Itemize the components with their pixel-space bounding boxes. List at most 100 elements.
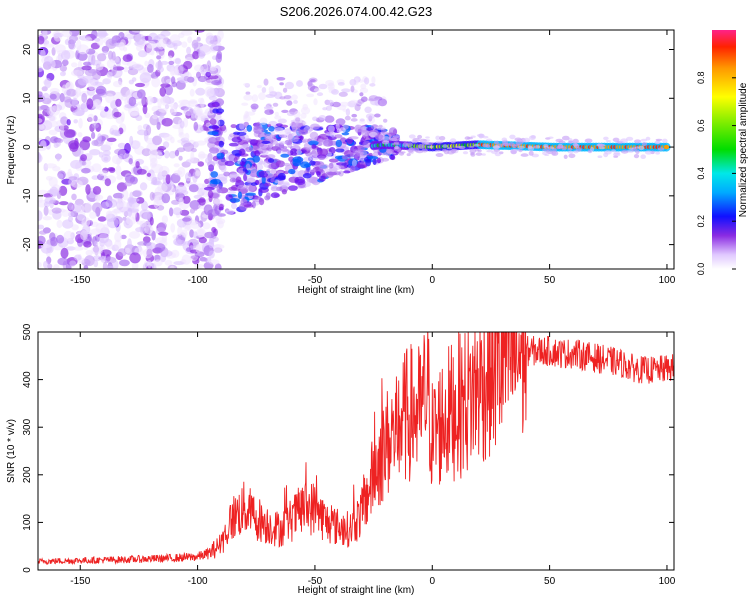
- spectrogram-cell: [128, 231, 141, 239]
- spectrogram-cell: [120, 111, 125, 122]
- spectrogram-cell: [245, 192, 256, 196]
- spectrogram-cell: [194, 170, 201, 177]
- spectrogram-cell: [446, 147, 453, 150]
- spectrogram-cell: [210, 171, 219, 178]
- spectrogram-cell: [408, 134, 416, 139]
- spectrogram-cell: [116, 202, 125, 208]
- spectrogram-cell: [309, 153, 320, 161]
- snr-x-tick-label: -100: [188, 576, 208, 587]
- spectrogram-cell: [126, 216, 137, 225]
- spectrogram-cell: [520, 153, 529, 157]
- spectrogram-cell: [48, 105, 61, 116]
- spectrogram-cell: [154, 243, 166, 252]
- spectrogram-cell: [279, 82, 284, 86]
- spectrogram-cell: [80, 154, 87, 162]
- spectrogram-cell: [389, 137, 398, 142]
- spectrogram-cell: [92, 186, 102, 195]
- spectrogram-cell: [402, 142, 408, 148]
- spectrogram-cell: [127, 238, 132, 250]
- spectrogram-cell: [116, 60, 121, 67]
- spectrogram-cell: [572, 138, 579, 144]
- spectrogram-cell: [390, 155, 396, 161]
- spectrogram-cell: [252, 155, 260, 163]
- spectrogram-cell: [213, 199, 223, 204]
- spectrogram-cell: [350, 99, 358, 104]
- spectrogram-cell: [137, 129, 148, 136]
- snr-y-tick-label: 0: [22, 567, 33, 573]
- spectrogram-cell: [243, 204, 254, 208]
- colorbar: 0.0 0.2 0.4 0.6 0.8 Normalized spectral ampl…: [696, 30, 749, 275]
- spectrogram-cell: [210, 44, 219, 52]
- colorbar-tick-label: 0.8: [696, 72, 706, 85]
- spectrogram-y-tick-label: 20: [22, 44, 33, 56]
- spectrogram-cell: [381, 140, 390, 145]
- snr-y-tick-label: 500: [22, 323, 33, 340]
- spectrogram-y-label: Frequency (Hz): [6, 116, 17, 185]
- spectrogram-cell: [145, 242, 157, 250]
- spectrogram-cell: [567, 148, 573, 151]
- spectrogram-cell: [218, 140, 224, 148]
- spectrogram-cell: [102, 261, 108, 269]
- snr-y-tick-label: 400: [22, 371, 33, 388]
- spectrogram-cell: [161, 193, 171, 204]
- spectrogram-cell: [348, 136, 359, 140]
- colorbar-label: Normalized spectral amplitude: [738, 82, 749, 217]
- spectrogram-cell: [310, 123, 320, 130]
- spectrogram-cell: [70, 159, 83, 169]
- spectrogram-cell: [91, 246, 103, 255]
- spectrogram-cell: [364, 77, 370, 85]
- spectrogram-cell: [65, 246, 76, 251]
- spectrogram-cell: [251, 94, 259, 102]
- spectrogram-cell: [173, 238, 182, 246]
- spectrogram-cell: [38, 210, 43, 222]
- spectrogram-cell: [139, 182, 148, 191]
- spectrogram-cell: [49, 186, 59, 197]
- spectrogram-x-tick-label: -150: [70, 275, 90, 286]
- spectrogram-cell: [217, 213, 226, 217]
- spectrogram-cell: [335, 123, 340, 130]
- snr-x-ticks: -150 -100 -50 0 50 100: [70, 332, 676, 587]
- spectrogram-cell: [302, 173, 312, 179]
- spectrogram-cell: [144, 112, 151, 119]
- spectrogram-cell: [174, 149, 180, 157]
- snr-x-tick-label: 0: [429, 576, 435, 587]
- spectrogram-cell: [567, 150, 574, 154]
- spectrogram-cell: [336, 162, 347, 166]
- spectrogram-cell: [663, 144, 670, 150]
- spectrogram-cell: [63, 230, 74, 242]
- spectrogram-cell: [261, 175, 266, 184]
- spectrogram-cell: [281, 148, 289, 152]
- snr-x-tick-label: -50: [308, 576, 323, 587]
- spectrogram-cell: [274, 179, 280, 184]
- spectrogram-cell: [121, 95, 127, 101]
- spectrogram-cell: [59, 71, 66, 77]
- spectrogram-cell: [462, 151, 469, 155]
- spectrogram-cell: [89, 211, 97, 219]
- spectrogram-cell: [478, 133, 484, 139]
- spectrogram-cell: [129, 191, 134, 203]
- spectrogram-cell: [193, 204, 198, 211]
- spectrogram-cell: [58, 201, 69, 206]
- spectrogram-cell: [509, 134, 516, 140]
- spectrogram-cell: [188, 100, 198, 107]
- spectrogram-cell: [211, 80, 222, 86]
- spectrogram-cell: [81, 167, 91, 174]
- spectrogram-cell: [283, 95, 292, 100]
- spectrogram-cell: [331, 101, 341, 108]
- spectrogram-cell: [39, 123, 51, 131]
- spectrogram-cell: [612, 137, 620, 142]
- spectrogram-cell: [362, 140, 371, 149]
- spectrogram-cell: [207, 209, 220, 217]
- spectrogram-cell: [66, 119, 71, 126]
- spectrogram-cell: [184, 132, 190, 141]
- spectrogram-cell: [56, 138, 64, 144]
- spectrogram-cell: [264, 109, 274, 115]
- spectrogram-cell: [117, 142, 126, 149]
- spectrogram-cell: [341, 132, 350, 136]
- spectrogram-cell: [442, 148, 447, 153]
- colorbar-tick-label: 0.6: [696, 119, 706, 132]
- snr-x-label: Height of straight line (km): [298, 585, 415, 596]
- spectrogram-cell: [300, 106, 311, 115]
- spectrogram-cell: [53, 142, 59, 148]
- spectrogram-cell: [95, 64, 104, 71]
